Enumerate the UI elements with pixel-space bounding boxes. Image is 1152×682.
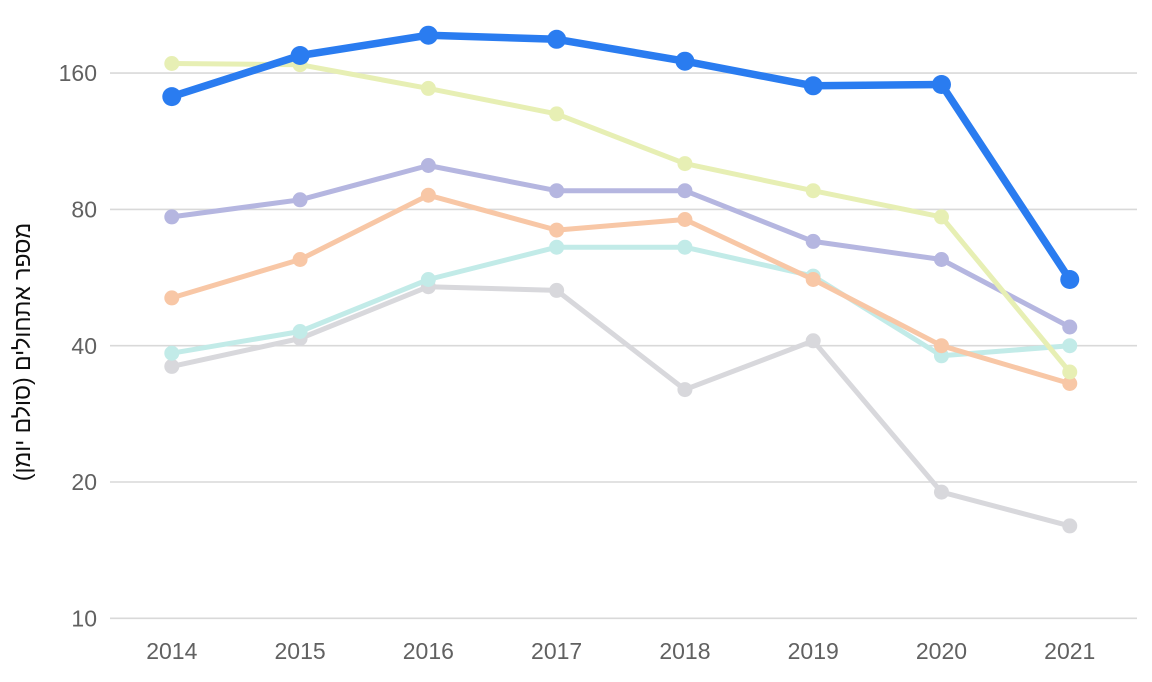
series-lavender-point [420, 158, 436, 173]
series-blue-highlight-point [931, 75, 951, 94]
series-aqua-point [549, 239, 565, 255]
series-blue-highlight-point [675, 51, 695, 71]
series-lime-point [933, 209, 949, 225]
series-aqua-point [292, 324, 308, 339]
series-lavender-point [549, 183, 565, 199]
x-tick-label: 2014 [146, 638, 197, 664]
series-gray-line [169, 284, 1073, 529]
series-blue-highlight-point [1060, 270, 1080, 289]
x-tick-label: 2019 [788, 638, 839, 664]
series-peach-point [420, 187, 436, 203]
y-tick-label: 80 [71, 196, 97, 222]
series-gray-point [805, 333, 821, 349]
series-aqua-line [169, 244, 1073, 359]
x-tick-label: 2017 [531, 638, 582, 664]
series-lavender-point [805, 233, 821, 249]
x-tick-label: 2021 [1044, 638, 1095, 664]
y-tick-label: 160 [59, 60, 97, 86]
series-lime-point [420, 80, 436, 96]
series-gray-point [164, 358, 180, 374]
series-peach-point [677, 212, 693, 227]
series-lime-point [1062, 364, 1078, 380]
x-tick-label: 2020 [916, 638, 967, 664]
series-aqua-point [1062, 338, 1078, 354]
series-lime-point [164, 56, 180, 71]
series-blue-highlight-point [290, 46, 310, 65]
series-blue-highlight-point [547, 29, 567, 49]
series-gray-point [933, 484, 949, 500]
y-tick-label: 20 [71, 469, 97, 495]
series-gray-point [677, 382, 693, 398]
series-peach-point [292, 252, 308, 267]
x-tick-label: 2016 [403, 638, 454, 664]
y-tick-label: 40 [71, 333, 97, 359]
series-peach-point [549, 222, 565, 238]
series-peach-point [164, 290, 180, 306]
series-lime-point [549, 106, 565, 122]
series-peach-line [169, 192, 1073, 386]
series-peach-point [933, 338, 949, 354]
series-lavender-point [933, 252, 949, 267]
x-tick-label: 2018 [659, 638, 710, 664]
series-lavender-line [169, 163, 1073, 330]
series-blue-highlight-point [162, 87, 182, 107]
x-tick-label: 2015 [274, 638, 325, 664]
series-lavender-point [164, 209, 180, 225]
series-peach-point [1062, 376, 1078, 391]
series-lavender-point [1062, 319, 1078, 335]
series-lavender-point [677, 183, 693, 199]
series-blue-highlight-point [418, 25, 438, 45]
series-aqua-point [677, 239, 693, 255]
y-tick-label: 10 [71, 605, 97, 631]
series-lavender-point [292, 192, 308, 208]
series-gray-point [1062, 518, 1078, 534]
series-blue-highlight-line [168, 31, 1074, 284]
series-gray-point [549, 282, 565, 298]
y-axis-title: מספר אתחולים (סולם יומן) [9, 222, 35, 482]
series-lime-point [677, 156, 693, 172]
series-peach-point [805, 272, 821, 287]
series-lime-point [805, 183, 821, 199]
series-aqua-point [420, 272, 436, 287]
series-blue-highlight-point [803, 76, 823, 96]
series-aqua-point [164, 345, 180, 361]
series-lime-line [169, 61, 1073, 375]
